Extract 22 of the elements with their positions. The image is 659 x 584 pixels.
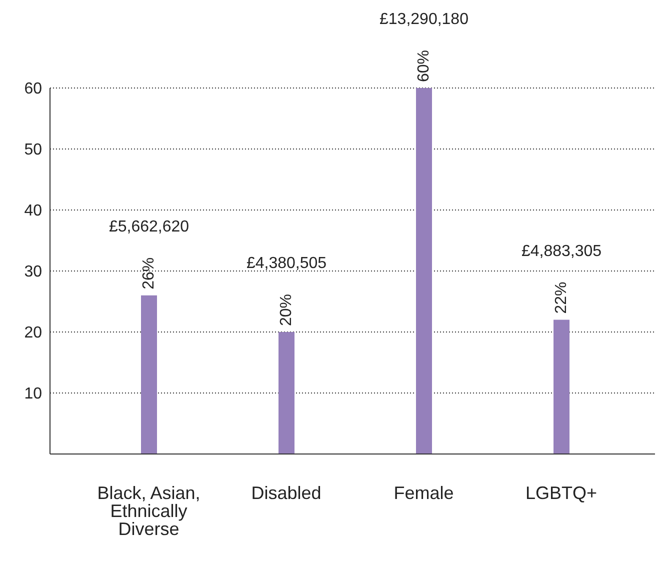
y-tick-label: 10 [24,386,42,403]
y-tick-label: 30 [24,264,42,281]
bar [278,332,294,454]
annotation: £4,380,505 [246,255,327,272]
x-tick-label: Black, Asian, Ethnically Diverse [97,482,200,539]
annotation: £4,883,305 [521,242,602,260]
y-tick-label: 20 [24,324,42,342]
y-tick-label: 40 [24,202,42,220]
y-tick-label: 50 [24,142,42,159]
bar [416,88,432,454]
annotation: £5,662,620 [108,218,190,236]
bar [554,320,570,454]
x-tick-label: Female [394,482,454,503]
data-label: 26% [140,257,158,290]
data-label: 60% [416,50,432,82]
text: £13,290,180 [380,11,469,28]
y-tick-label: 60 [24,80,42,98]
data-label: 22% [553,282,570,314]
x-tick-label: Disabled [251,482,322,503]
data-label: 20% [278,294,295,326]
x-tick-label: LGBTQ+ [525,482,598,503]
bar [141,295,157,454]
